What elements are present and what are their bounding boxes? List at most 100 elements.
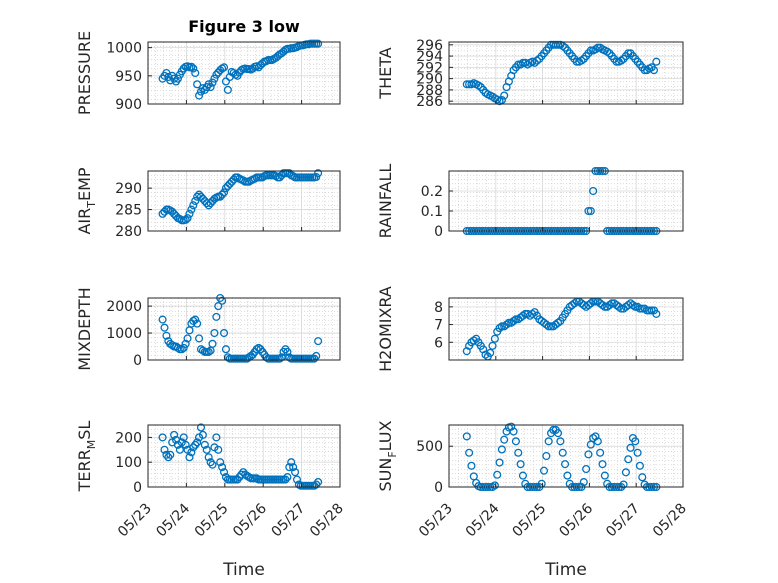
y-tick-label: 7 bbox=[434, 318, 443, 334]
data-point bbox=[553, 40, 563, 49]
data-point bbox=[645, 306, 654, 315]
x-tick-label: 05/24 bbox=[463, 500, 503, 540]
data-point bbox=[511, 315, 520, 324]
data-point bbox=[314, 477, 323, 487]
y-tick-label: 0 bbox=[133, 353, 142, 369]
data-point bbox=[462, 432, 471, 441]
data-point bbox=[528, 309, 537, 318]
data-point bbox=[187, 62, 196, 71]
y-tick-label: 0.2 bbox=[421, 184, 443, 200]
data-point bbox=[593, 437, 602, 446]
data-point bbox=[275, 354, 284, 363]
data-point bbox=[193, 438, 202, 447]
data-point bbox=[289, 463, 298, 472]
data-point bbox=[490, 334, 499, 343]
y-tick-label: 1000 bbox=[106, 326, 142, 342]
data-point bbox=[556, 437, 565, 446]
axes-frame bbox=[448, 297, 684, 361]
data-point bbox=[181, 215, 190, 224]
x-axis-label: Time bbox=[222, 560, 265, 580]
data-point bbox=[507, 422, 516, 431]
data-point bbox=[291, 468, 300, 477]
data-point bbox=[195, 334, 204, 343]
data-point bbox=[617, 304, 626, 313]
data-point bbox=[577, 56, 586, 65]
data-point bbox=[500, 435, 509, 444]
y-tick-label: 290 bbox=[416, 72, 443, 88]
y-tick-label: 1000 bbox=[106, 41, 142, 57]
x-tick-label: 05/26 bbox=[556, 500, 596, 540]
y-tick-label: 288 bbox=[416, 83, 443, 99]
x-tick-label: 05/25 bbox=[510, 501, 550, 541]
data-point bbox=[516, 460, 525, 469]
data-point bbox=[189, 201, 198, 210]
axes-frame bbox=[147, 297, 341, 361]
data-point bbox=[187, 448, 196, 457]
data-point bbox=[619, 480, 628, 489]
y-tick-label: 292 bbox=[416, 60, 443, 76]
data-point bbox=[539, 466, 549, 475]
subplot-h2omixra: 67 8 H2OMIXRA bbox=[376, 286, 684, 372]
y-axis-label: H2OMIXRA bbox=[376, 286, 395, 372]
x-tick-label: 05/24 bbox=[153, 500, 193, 540]
data-point bbox=[250, 174, 259, 183]
data-point bbox=[175, 445, 184, 454]
data-point bbox=[212, 312, 221, 321]
y-tick-label: 285 bbox=[115, 203, 142, 219]
x-tick-label: 05/23 bbox=[115, 501, 155, 541]
data-point bbox=[586, 206, 595, 216]
data-point bbox=[312, 172, 321, 182]
subplot-pressure: 900 950 1000 PRESSURE Figure 3 low bbox=[75, 17, 341, 115]
data-point bbox=[504, 318, 513, 327]
data-point bbox=[497, 96, 506, 105]
data-point bbox=[493, 95, 502, 104]
data-point bbox=[502, 320, 511, 329]
data-point bbox=[185, 453, 194, 462]
data-point bbox=[607, 299, 616, 308]
data-point bbox=[166, 76, 175, 85]
data-point bbox=[198, 84, 207, 93]
y-tick-label: 8 bbox=[434, 300, 443, 316]
data-point bbox=[652, 57, 661, 66]
data-point bbox=[493, 470, 502, 479]
data-point bbox=[292, 475, 302, 484]
data-point bbox=[497, 322, 506, 331]
data-point bbox=[294, 480, 303, 489]
y-tick-label: 0 bbox=[133, 480, 142, 496]
data-point bbox=[177, 345, 186, 354]
axes-frame bbox=[147, 41, 341, 105]
y-axis-label: PRESSURE bbox=[75, 31, 94, 115]
data-point bbox=[289, 172, 298, 181]
data-point bbox=[196, 423, 206, 432]
y-axis-label: THETA bbox=[376, 47, 395, 99]
data-point bbox=[283, 347, 292, 356]
data-point bbox=[195, 91, 204, 100]
data-point bbox=[518, 471, 527, 480]
data-point bbox=[579, 478, 588, 487]
x-tick-label: 05/25 bbox=[192, 501, 232, 541]
y-tick-label: 500 bbox=[416, 439, 443, 455]
data-point bbox=[252, 474, 261, 483]
data-point bbox=[208, 339, 217, 348]
data-point bbox=[173, 74, 183, 83]
data-point bbox=[181, 339, 190, 348]
data-point bbox=[546, 322, 556, 331]
y-axis-label: MIXDEPTH bbox=[75, 287, 94, 370]
data-point bbox=[465, 448, 474, 457]
data-point bbox=[287, 458, 296, 467]
data-point bbox=[218, 296, 227, 305]
data-point bbox=[175, 214, 184, 224]
data-point bbox=[586, 46, 595, 55]
data-point bbox=[166, 450, 175, 459]
data-point bbox=[206, 83, 215, 92]
data-point bbox=[193, 80, 202, 89]
data-point bbox=[212, 433, 221, 442]
data-point bbox=[285, 463, 294, 472]
data-point bbox=[596, 448, 605, 457]
data-point bbox=[210, 74, 219, 83]
data-point bbox=[649, 66, 659, 75]
data-point bbox=[160, 445, 169, 454]
data-point bbox=[532, 56, 542, 65]
data-point bbox=[214, 445, 223, 454]
